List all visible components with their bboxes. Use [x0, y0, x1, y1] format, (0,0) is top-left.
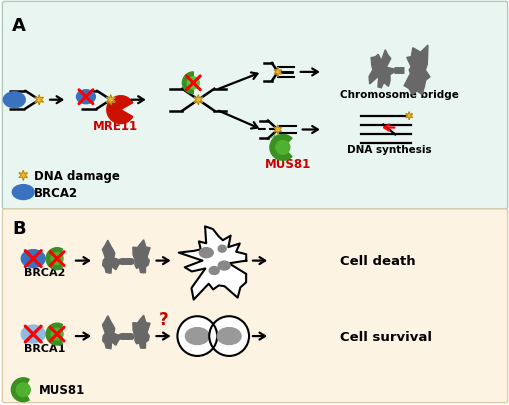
- Polygon shape: [132, 240, 150, 273]
- Polygon shape: [405, 112, 412, 120]
- Polygon shape: [369, 51, 398, 89]
- Wedge shape: [269, 135, 292, 161]
- Text: A: A: [12, 17, 26, 35]
- Polygon shape: [178, 227, 246, 300]
- Ellipse shape: [76, 91, 95, 104]
- Text: DNA synthesis: DNA synthesis: [346, 145, 431, 155]
- Text: BRCA2: BRCA2: [24, 268, 66, 278]
- Text: Cell survival: Cell survival: [339, 330, 431, 343]
- Text: MUS81: MUS81: [264, 158, 310, 171]
- Ellipse shape: [217, 328, 241, 345]
- Ellipse shape: [185, 328, 209, 345]
- Ellipse shape: [21, 250, 45, 268]
- Text: DNA damage: DNA damage: [34, 169, 120, 182]
- Text: ✂: ✂: [267, 129, 280, 142]
- Circle shape: [51, 328, 63, 340]
- Polygon shape: [106, 96, 115, 105]
- Circle shape: [209, 316, 248, 356]
- Wedge shape: [11, 378, 29, 402]
- Text: MRE11: MRE11: [93, 120, 138, 133]
- Text: BRCA1: BRCA1: [24, 343, 66, 353]
- Text: MUS81: MUS81: [39, 383, 86, 396]
- Text: B: B: [12, 220, 26, 237]
- Polygon shape: [132, 315, 150, 348]
- Circle shape: [275, 141, 289, 155]
- Polygon shape: [102, 241, 121, 273]
- Text: Chromosome bridge: Chromosome bridge: [339, 90, 458, 100]
- Ellipse shape: [4, 92, 25, 109]
- Polygon shape: [102, 316, 121, 349]
- Wedge shape: [46, 323, 63, 345]
- Ellipse shape: [209, 267, 219, 275]
- Polygon shape: [193, 96, 202, 105]
- Polygon shape: [273, 126, 281, 134]
- Wedge shape: [106, 96, 132, 124]
- Circle shape: [16, 383, 30, 396]
- FancyBboxPatch shape: [3, 2, 506, 209]
- Ellipse shape: [218, 245, 225, 253]
- Circle shape: [177, 316, 217, 356]
- Circle shape: [187, 78, 199, 90]
- FancyBboxPatch shape: [3, 209, 506, 403]
- Text: ?: ?: [158, 310, 168, 328]
- Polygon shape: [403, 46, 429, 95]
- Circle shape: [51, 253, 63, 265]
- Polygon shape: [35, 96, 43, 105]
- Polygon shape: [19, 171, 27, 181]
- Ellipse shape: [12, 185, 34, 200]
- Ellipse shape: [218, 262, 230, 271]
- Ellipse shape: [21, 325, 45, 343]
- Wedge shape: [182, 73, 193, 94]
- Ellipse shape: [199, 248, 213, 258]
- Text: Cell death: Cell death: [339, 254, 414, 267]
- Polygon shape: [273, 68, 281, 77]
- Wedge shape: [46, 248, 63, 270]
- Text: BRCA2: BRCA2: [34, 186, 78, 199]
